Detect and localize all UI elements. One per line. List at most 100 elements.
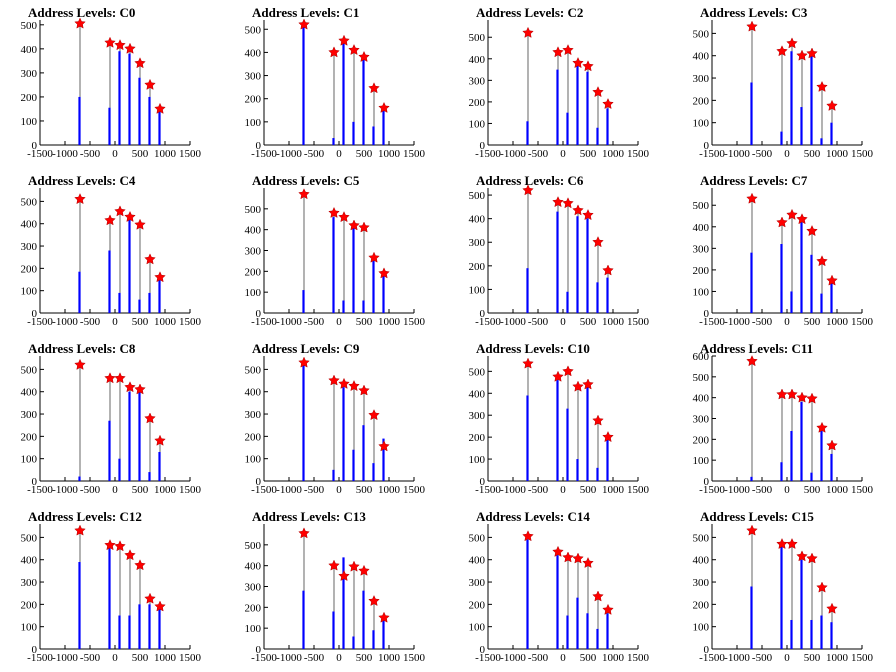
y-tick-label: 400 [693,393,710,405]
y-tick-label: 200 [245,431,262,443]
x-tick-label: 0 [112,652,118,664]
y-tick-label: 500 [693,28,710,40]
x-tick-label: -1000 [500,652,526,664]
peak-marker [776,216,788,228]
peak-marker [124,42,136,54]
peak-marker [552,370,564,382]
y-tick-label: 200 [21,599,38,611]
peak-marker [562,197,574,209]
chart-title: Address Levels: C13 [252,509,366,524]
y-tick-label: 200 [21,263,38,275]
peak-marker [378,440,390,452]
y-tick-label: 400 [21,219,38,231]
x-tick-label: -1500 [699,652,725,664]
x-tick-label: 0 [560,484,566,496]
y-tick-label: 300 [469,75,486,87]
y-tick-label: 100 [21,454,38,466]
x-tick-label: 1000 [378,484,401,496]
y-tick-label: 100 [469,118,486,130]
y-tick-label: 100 [245,623,262,635]
x-tick-label: -1500 [251,148,277,160]
peak-marker [582,208,594,221]
y-tick-label: 400 [693,222,710,234]
x-tick-label: -500 [80,316,101,328]
x-tick-label: -1500 [251,484,277,496]
chart-title: Address Levels: C0 [28,5,135,20]
peak-marker [338,569,350,581]
peak-marker [826,439,838,451]
y-tick-label: 400 [21,387,38,399]
x-tick-label: 0 [336,148,342,160]
y-tick-label: 100 [693,286,710,298]
peak-marker [786,388,798,400]
x-tick-label: -500 [752,316,773,328]
peak-marker [582,556,594,568]
peak-marker [562,365,574,377]
x-tick-label: 1500 [403,652,426,664]
peak-marker [74,524,86,536]
x-tick-label: 500 [804,652,821,664]
y-tick-label: 300 [469,237,486,249]
chart-title: Address Levels: C11 [700,341,813,356]
x-tick-label: 0 [112,484,118,496]
x-tick-label: -500 [528,652,549,664]
x-tick-label: 0 [336,652,342,664]
peak-marker [796,550,808,562]
peak-marker [826,274,838,286]
y-tick-label: 200 [245,266,262,278]
peak-marker [74,17,86,29]
y-tick-label: 300 [693,414,710,426]
peak-marker [348,219,360,231]
y-tick-label: 500 [693,372,710,384]
peak-marker [592,590,604,602]
peak-marker [298,356,310,368]
x-tick-label: 0 [560,148,566,160]
x-tick-label: -1500 [27,652,53,664]
x-tick-label: 1000 [826,652,849,664]
x-tick-label: -500 [304,484,325,496]
y-tick-label: 300 [21,409,38,421]
x-tick-label: -1500 [699,484,725,496]
peak-marker [338,211,350,223]
x-tick-label: 1500 [403,148,426,160]
x-tick-label: -500 [80,484,101,496]
peak-marker [582,378,594,390]
peak-marker [328,374,340,386]
x-tick-label: 0 [112,316,118,328]
peak-marker [74,358,86,370]
x-tick-label: 0 [784,316,790,328]
y-tick-label: 300 [693,577,710,589]
chart-panel: Address Levels: C00100200300400500-1500-… [21,5,202,160]
peak-marker [806,552,818,564]
chart-panel: Address Levels: C70100200300400500-1500-… [693,173,874,328]
y-tick-label: 200 [693,95,710,107]
x-tick-label: -1500 [699,148,725,160]
x-tick-label: -1000 [724,316,750,328]
y-tick-label: 100 [693,118,710,130]
x-tick-label: -500 [752,484,773,496]
y-tick-label: 300 [21,577,38,589]
x-tick-label: 500 [356,316,373,328]
y-tick-label: 200 [469,432,486,444]
y-tick-label: 0 [256,476,262,488]
y-tick-label: 100 [21,286,38,298]
y-tick-label: 0 [704,476,710,488]
peak-marker [816,421,828,433]
y-tick-label: 500 [21,364,38,376]
peak-marker [134,218,146,230]
peak-marker [368,82,380,94]
x-tick-label: 0 [560,316,566,328]
x-tick-label: -500 [528,484,549,496]
x-tick-label: 1000 [378,652,401,664]
chart-panel: Address Levels: C80100200300400500-1500-… [21,341,202,496]
peak-marker [592,414,604,426]
peak-marker [134,559,146,571]
y-tick-label: 100 [21,622,38,634]
peak-marker [154,271,166,283]
y-tick-label: 300 [21,241,38,253]
chart-panel: Address Levels: C15 0 100 200 300 400 500 -1500… [693,509,874,664]
y-tick-label: 500 [245,540,262,552]
peak-marker [104,214,116,226]
peak-marker [572,204,584,216]
y-tick-label: 200 [469,261,486,273]
